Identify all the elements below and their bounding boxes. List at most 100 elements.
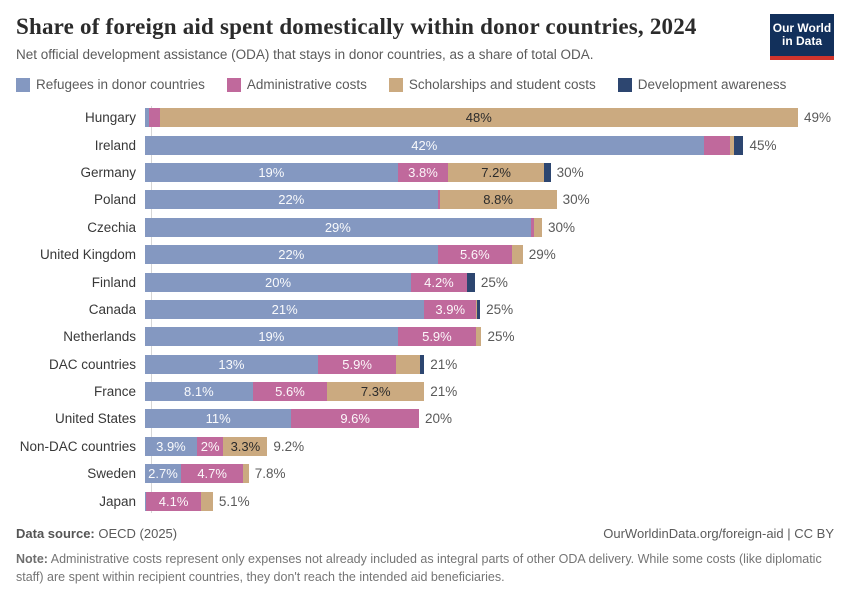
bar-segment-refugees[interactable] (145, 491, 147, 511)
legend-label: Development awareness (637, 77, 787, 92)
segment-value-label: 42% (411, 137, 438, 153)
segment-value-label: 19% (258, 164, 285, 180)
country-label: Ireland (94, 137, 136, 153)
bar-segment-scholarships[interactable] (534, 217, 542, 237)
bar-segment-scholarships[interactable]: 7.2% (448, 162, 544, 182)
bar-segment-admin[interactable]: 3.8% (397, 162, 449, 182)
stacked-bar: 19% 5.9% 25% (145, 327, 515, 347)
bar-segment-admin[interactable]: 5.9% (397, 327, 477, 347)
legend-item-awareness[interactable]: Development awareness (617, 77, 787, 92)
bar-segment-admin[interactable] (437, 190, 440, 210)
bar-segment-admin[interactable] (703, 135, 731, 155)
bar-segment-scholarships[interactable] (476, 327, 482, 347)
bar-segment-refugees[interactable]: 19% (145, 327, 398, 347)
bar-segment-refugees[interactable]: 22% (145, 190, 438, 210)
legend-item-refugees[interactable]: Refugees in donor countries (16, 77, 205, 92)
owid-logo-text: Our World in Data (772, 21, 832, 48)
bar-segment-admin[interactable]: 2% (196, 436, 224, 456)
bar-segment-refugees[interactable]: 2.7% (145, 464, 181, 484)
bar-segment-scholarships[interactable]: 3.3% (223, 436, 268, 456)
bar-segment-scholarships[interactable] (200, 491, 213, 511)
chart-page: Share of foreign aid spent domestically … (16, 14, 834, 514)
bar-segment-refugees[interactable]: 19% (145, 162, 398, 182)
bar-segment-admin[interactable]: 5.6% (252, 382, 328, 402)
bar-segment-scholarships[interactable]: 7.3% (327, 382, 425, 402)
total-label: 7.8% (254, 466, 286, 482)
bar-segment-refugees[interactable]: 20% (145, 272, 411, 292)
bar-segment-refugees[interactable]: 11% (145, 409, 292, 429)
total-label: 45% (749, 137, 777, 153)
stacked-bar: 22% 5.6% 29% (145, 245, 556, 265)
bar-segment-admin[interactable]: 4.7% (180, 464, 244, 484)
bar-row: Netherlands 19% 5.9% 25% (16, 323, 834, 350)
bar-segment-refugees[interactable]: 3.9% (145, 436, 197, 456)
legend-item-admin[interactable]: Administrative costs (226, 77, 367, 92)
segment-value-label: 4.1% (158, 493, 189, 509)
bar-segment-refugees[interactable]: 22% (145, 245, 438, 265)
bar-segment-admin[interactable]: 5.6% (437, 245, 513, 265)
bar-segment-scholarships[interactable] (730, 135, 735, 155)
bar-segment-admin[interactable]: 5.9% (317, 354, 397, 374)
bar-segment-refugees[interactable]: 8.1% (145, 382, 253, 402)
stacked-bar: 2.7% 4.7% 7.8% (145, 464, 286, 484)
total-label: 20% (424, 411, 452, 427)
bar-segment-refugees[interactable]: 42% (145, 135, 704, 155)
bar-row: DAC countries 13% 5.9% 21% (16, 351, 834, 378)
owid-logo[interactable]: Our World in Data (770, 14, 834, 60)
total-label: 30% (556, 164, 584, 180)
footnote-label: Note: (16, 552, 48, 566)
bar-row: Germany 19% 3.8% 7.2% 30% (16, 159, 834, 186)
bar-segment-refugees[interactable]: 21% (145, 299, 425, 319)
segment-value-label: 5.9% (342, 356, 372, 372)
bar-segment-awareness[interactable] (466, 272, 475, 292)
bar-segment-scholarships[interactable] (396, 354, 421, 374)
bar-segment-awareness[interactable] (477, 299, 481, 319)
country-label: United States (54, 411, 136, 427)
segment-value-label: 29% (324, 219, 351, 235)
segment-value-label: 21% (271, 301, 298, 317)
bar-row: Finland 20% 4.2% 25% (16, 268, 834, 295)
bar-segment-awareness[interactable] (734, 135, 744, 155)
bar-segment-refugees[interactable]: 13% (145, 354, 318, 374)
bar-row: Japan 4.1% 5.1% (16, 487, 834, 514)
bar-segment-scholarships[interactable] (512, 245, 523, 265)
footnote-text: Administrative costs represent only expe… (16, 552, 822, 585)
bar-segment-admin[interactable]: 4.1% (146, 491, 201, 511)
legend-item-scholarships[interactable]: Scholarships and student costs (388, 77, 596, 92)
segment-value-label: 2% (200, 438, 220, 454)
bar-segment-awareness[interactable] (543, 162, 551, 182)
bar-segment-admin[interactable]: 9.6% (291, 409, 419, 429)
bar-segment-awareness[interactable] (420, 354, 425, 374)
bar-segment-scholarships[interactable]: 8.8% (439, 190, 557, 210)
segment-value-label: 3.9% (156, 438, 186, 454)
stacked-bar: 21% 3.9% 25% (145, 299, 513, 319)
bar-row: France 8.1% 5.6% 7.3% 21% (16, 378, 834, 405)
segment-value-label: 8.1% (184, 384, 214, 400)
bar-row: Hungary 48% 49% (16, 104, 834, 131)
segment-value-label: 11% (205, 411, 231, 427)
bar-segment-scholarships[interactable] (243, 464, 249, 484)
bar-segment-admin[interactable]: 4.2% (411, 272, 467, 292)
country-label: Sweden (87, 466, 136, 482)
chart-subtitle: Net official development assistance (ODA… (16, 47, 594, 62)
bar-segment-admin[interactable]: 3.9% (424, 299, 477, 319)
stacked-bar: 11% 9.6% 20% (145, 409, 452, 429)
bar-segment-admin[interactable] (148, 108, 160, 128)
legend-swatch-icon (16, 77, 30, 92)
total-label: 25% (480, 274, 508, 290)
bar-segment-refugees[interactable] (145, 108, 149, 128)
bar-row: Poland 22% 8.8% 30% (16, 186, 834, 213)
segment-value-label: 22% (278, 192, 305, 208)
bar-segment-refugees[interactable]: 29% (145, 217, 531, 237)
bar-segment-admin[interactable] (530, 217, 534, 237)
country-label: France (93, 384, 136, 400)
bar-row: Canada 21% 3.9% 25% (16, 296, 834, 323)
data-source-label: Data source: (16, 526, 95, 541)
bar-segment-scholarships[interactable]: 48% (159, 108, 798, 128)
legend-swatch-icon (226, 77, 241, 92)
total-label: 5.1% (218, 493, 250, 509)
bar-segment-scholarships[interactable] (476, 299, 478, 319)
legend: Refugees in donor countries Administrati… (16, 77, 834, 92)
owid-link[interactable]: OurWorldinData.org/foreign-aid | CC BY (603, 526, 834, 541)
country-label: United Kingdom (39, 247, 136, 263)
